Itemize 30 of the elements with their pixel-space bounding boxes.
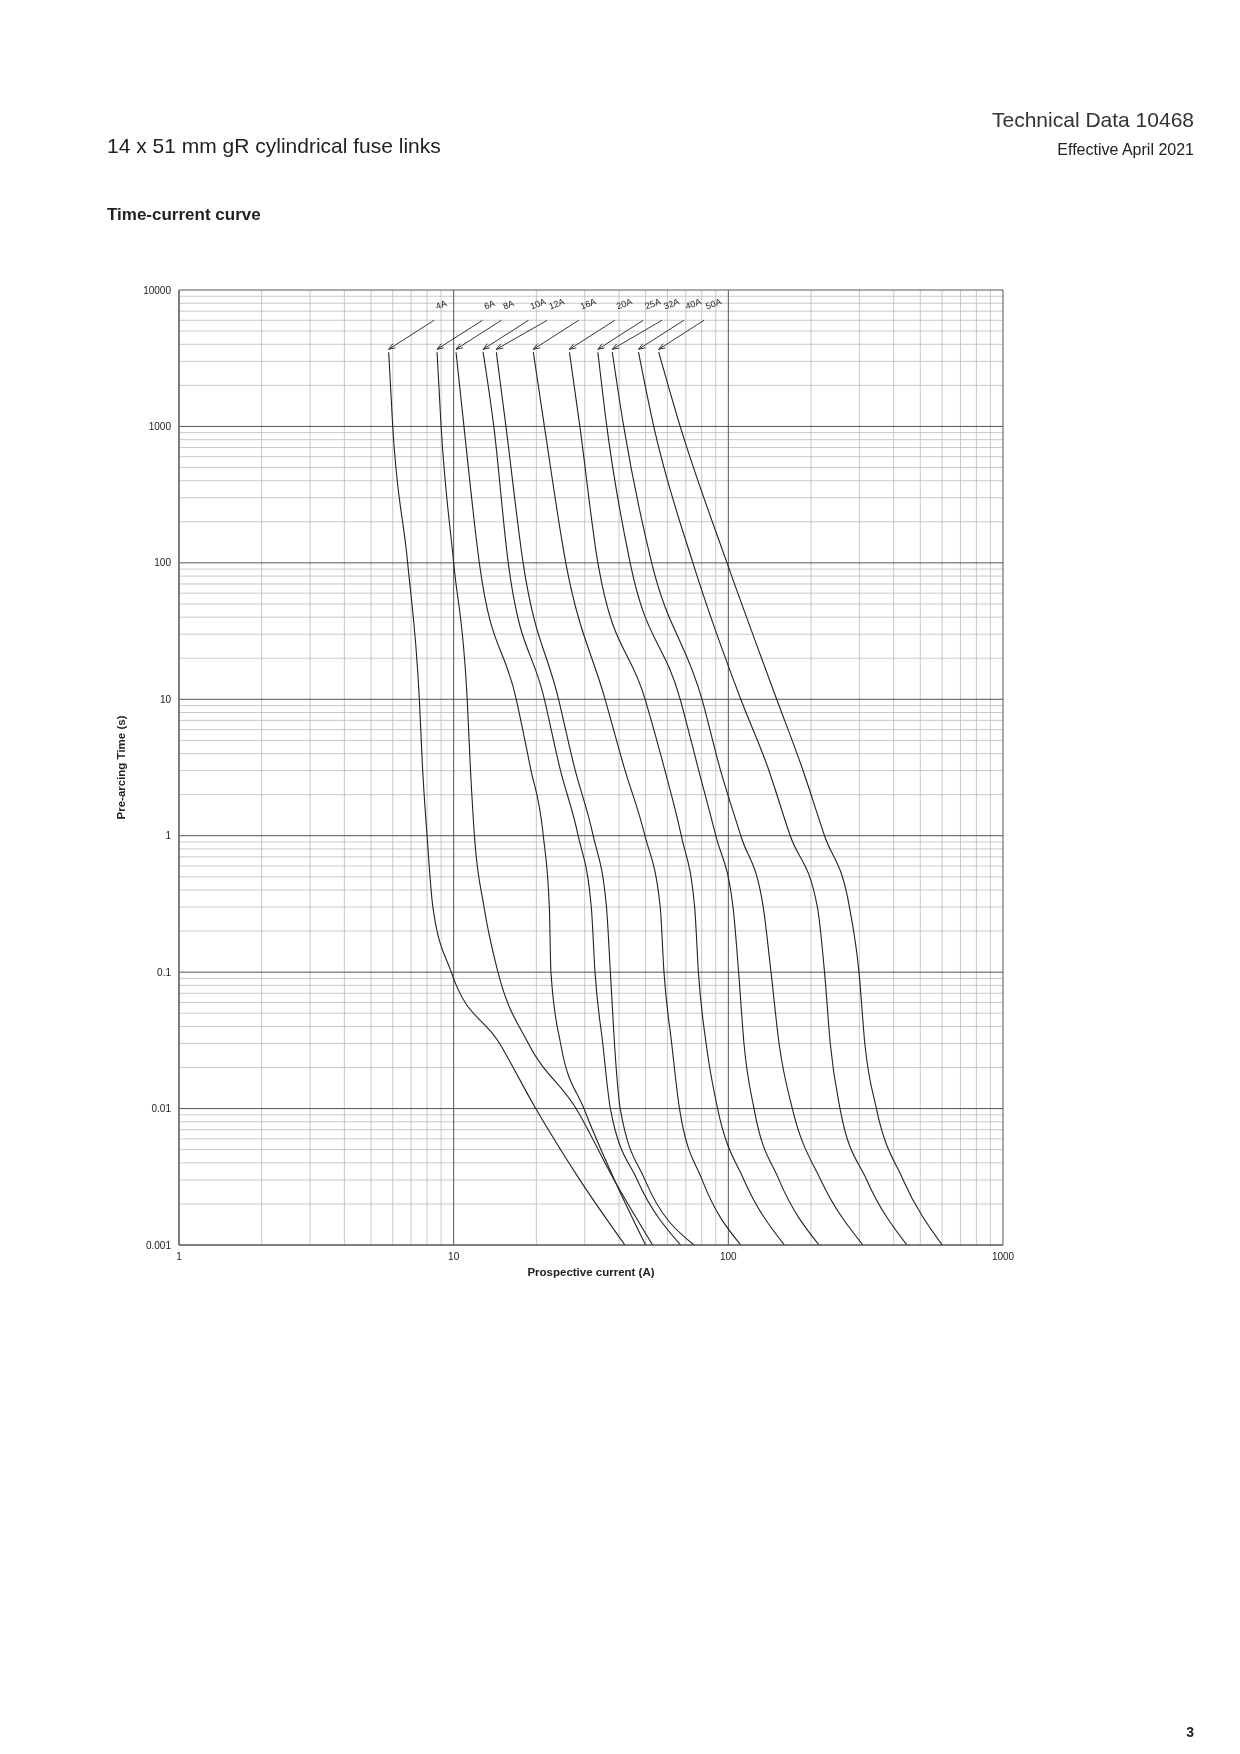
text: 32A xyxy=(662,296,681,312)
x-tick-label: 1 xyxy=(176,1251,183,1263)
y-tick-label: 10 xyxy=(159,693,172,705)
text: 3 xyxy=(1186,1724,1194,1740)
text: 16A xyxy=(578,296,598,312)
y-tick-label: 0.001 xyxy=(145,1239,172,1251)
text: 50A xyxy=(704,296,723,312)
text: 6A xyxy=(482,298,497,312)
text: 25A xyxy=(643,296,662,312)
text: 10A xyxy=(528,296,548,312)
text: 12A xyxy=(547,296,566,312)
y-tick-label: 0.1 xyxy=(157,966,172,978)
chart-subtitle: Time-current curve xyxy=(107,205,261,225)
text: Technical Data 10468 xyxy=(992,108,1194,132)
y-axis-title: Pre-arcing Time (s) xyxy=(115,715,128,820)
y-tick-label: 1000 xyxy=(148,420,172,432)
x-axis-title: Prospective current (A) xyxy=(527,1266,655,1278)
y-tick-label: 0.01 xyxy=(151,1103,172,1115)
text: 40A xyxy=(684,296,703,312)
chart-title: 14 x 51 mm gR cylindrical fuse links xyxy=(107,134,441,158)
text: 8A xyxy=(501,298,516,312)
y-tick-label: 100 xyxy=(154,557,172,569)
x-tick-label: 1000 xyxy=(991,1251,1015,1263)
text: Effective April 2021 xyxy=(1057,141,1194,159)
x-tick-label: 10 xyxy=(448,1251,460,1263)
y-tick-label: 10000 xyxy=(143,284,172,296)
x-tick-label: 100 xyxy=(719,1251,738,1263)
text: 4A xyxy=(434,298,449,312)
text: 20A xyxy=(615,296,634,312)
y-tick-label: 1 xyxy=(165,830,172,842)
